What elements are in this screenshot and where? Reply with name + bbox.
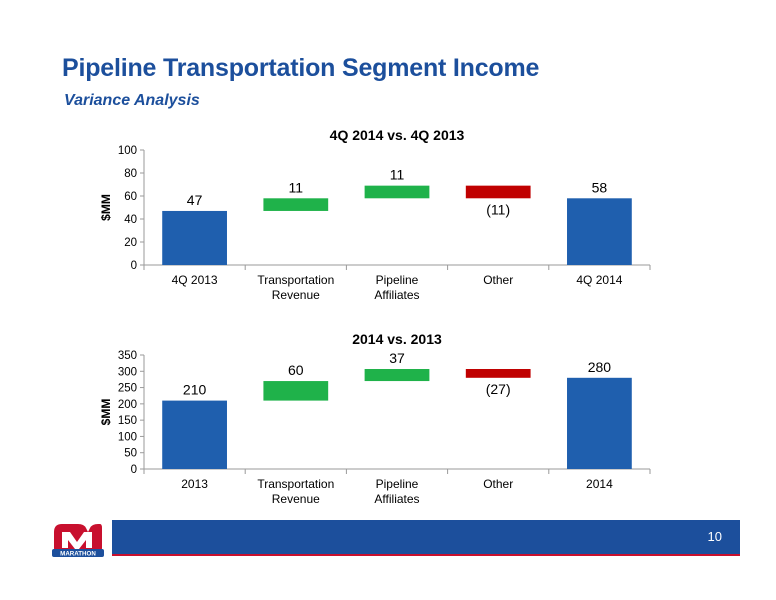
total-bar	[567, 377, 632, 469]
y-tick-label: 80	[124, 168, 137, 180]
y-tick-label: 300	[118, 366, 137, 378]
y-tick-label: 150	[118, 415, 137, 427]
chart-title: 2014 vs. 2013	[352, 331, 442, 347]
category-label: Transportation	[257, 477, 334, 491]
increase-bar	[263, 198, 329, 211]
y-tick-label: 200	[118, 399, 137, 411]
marathon-logo: MARATHON	[52, 524, 104, 558]
category-label: 4Q 2014	[576, 273, 622, 287]
data-label: 11	[390, 167, 405, 183]
category-label: Transportation	[257, 273, 334, 287]
category-label: Pipeline	[376, 273, 419, 287]
total-bar	[567, 198, 632, 265]
y-tick-label: 100	[118, 145, 137, 157]
category-label: Affiliates	[374, 288, 419, 302]
footer-bar: 10	[112, 520, 740, 554]
y-tick-label: 20	[124, 237, 137, 249]
increase-bar	[263, 381, 329, 401]
footer-accent-line	[112, 554, 740, 556]
y-tick-label: 0	[131, 260, 137, 272]
y-tick-label: 60	[124, 191, 137, 203]
data-label: (27)	[486, 381, 511, 397]
data-label: (11)	[486, 201, 510, 217]
y-tick-label: 50	[124, 448, 137, 460]
category-label: Affiliates	[374, 492, 419, 506]
y-tick-label: 350	[118, 350, 137, 362]
increase-bar	[364, 185, 430, 199]
waterfall-chart-annual: 2014 vs. 2013 $MM 0 50 100 150 200 250 300 350 210…	[99, 331, 651, 506]
y-axis-label: $MM	[99, 194, 113, 221]
logo-text: MARATHON	[60, 551, 96, 558]
y-axis-label: $MM	[99, 399, 113, 426]
decrease-bar	[465, 369, 531, 378]
data-label: 37	[389, 350, 405, 366]
page-title: Pipeline Transportation Segment Income	[62, 54, 540, 82]
increase-bar	[364, 369, 430, 382]
category-label: 2014	[586, 477, 613, 491]
category-label: Revenue	[272, 492, 320, 506]
category-label: Other	[483, 273, 513, 287]
data-label: 47	[187, 192, 203, 208]
category-label: Pipeline	[376, 477, 419, 491]
data-label: 60	[288, 362, 304, 378]
decrease-bar	[465, 185, 531, 199]
data-label: 11	[289, 179, 304, 195]
y-tick-label: 0	[131, 464, 137, 476]
total-bar	[162, 400, 227, 469]
page-number: 10	[707, 529, 722, 544]
page-subtitle: Variance Analysis	[64, 92, 200, 109]
data-label: 58	[592, 179, 608, 195]
category-label: 4Q 2013	[172, 273, 218, 287]
total-bar	[162, 210, 227, 265]
category-label: 2013	[181, 477, 208, 491]
y-tick-label: 250	[118, 383, 137, 395]
data-label: 210	[183, 382, 207, 398]
category-label: Other	[483, 477, 513, 491]
y-tick-label: 40	[124, 214, 137, 226]
chart-title: 4Q 2014 vs. 4Q 2013	[330, 127, 465, 143]
category-label: Revenue	[272, 288, 320, 302]
y-tick-label: 100	[118, 431, 137, 443]
data-label: 280	[588, 359, 612, 375]
waterfall-chart-quarterly: 4Q 2014 vs. 4Q 2013 $MM 0 20 40 60 80 100 47 4Q 2…	[99, 127, 651, 302]
